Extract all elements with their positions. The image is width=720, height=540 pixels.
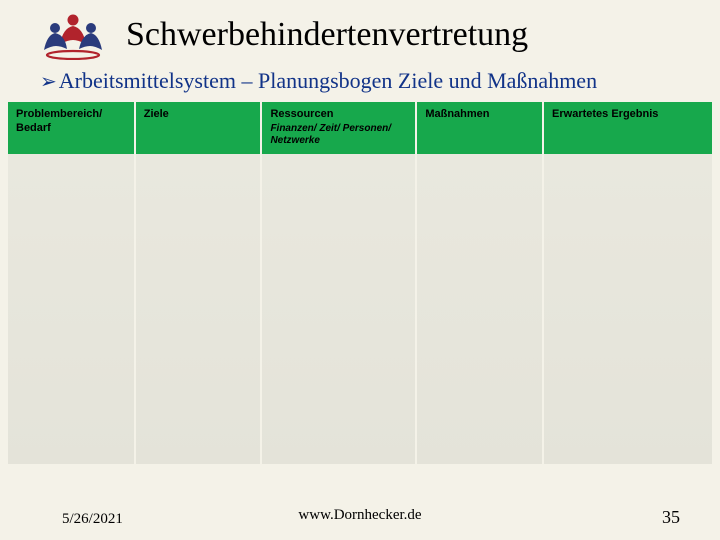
logo-icon xyxy=(38,10,108,60)
col-massnahmen: Maßnahmen xyxy=(416,102,543,154)
footer-page-number: 35 xyxy=(662,507,680,528)
header: Schwerbehindertenvertretung xyxy=(0,0,720,66)
cell xyxy=(261,154,416,464)
th-label: Maßnahmen xyxy=(425,108,489,120)
subtitle-text: Arbeitsmittelsystem – Planungsbogen Ziel… xyxy=(59,68,597,94)
th-sub: Finanzen/ Zeit/ Personen/ Netzwerke xyxy=(270,123,407,148)
planning-table-wrap: Problembereich/ Bedarf Ziele Ressourcen … xyxy=(0,102,720,464)
footer-url: www.Dornhecker.de xyxy=(298,507,421,524)
th-label: Ziele xyxy=(144,108,169,120)
cell xyxy=(135,154,262,464)
table-row xyxy=(8,154,712,464)
col-ziele: Ziele xyxy=(135,102,262,154)
subtitle-row: ➢ Arbeitsmittelsystem – Planungsbogen Zi… xyxy=(0,66,720,102)
footer: 5/26/2021 www.Dornhecker.de 35 xyxy=(0,507,720,528)
footer-date: 5/26/2021 xyxy=(62,511,123,528)
cell xyxy=(416,154,543,464)
bullet-icon: ➢ xyxy=(40,69,57,94)
cell xyxy=(8,154,135,464)
th-label: Problembereich/ Bedarf xyxy=(16,108,102,134)
page-title: Schwerbehindertenvertretung xyxy=(126,16,528,54)
col-erwartetes-ergebnis: Erwartetes Ergebnis xyxy=(543,102,712,154)
planning-table: Problembereich/ Bedarf Ziele Ressourcen … xyxy=(8,102,712,464)
th-label: Erwartetes Ergebnis xyxy=(552,108,658,120)
col-problembereich: Problembereich/ Bedarf xyxy=(8,102,135,154)
cell xyxy=(543,154,712,464)
table-header-row: Problembereich/ Bedarf Ziele Ressourcen … xyxy=(8,102,712,154)
col-ressourcen: Ressourcen Finanzen/ Zeit/ Personen/ Net… xyxy=(261,102,416,154)
th-label: Ressourcen xyxy=(270,108,333,120)
